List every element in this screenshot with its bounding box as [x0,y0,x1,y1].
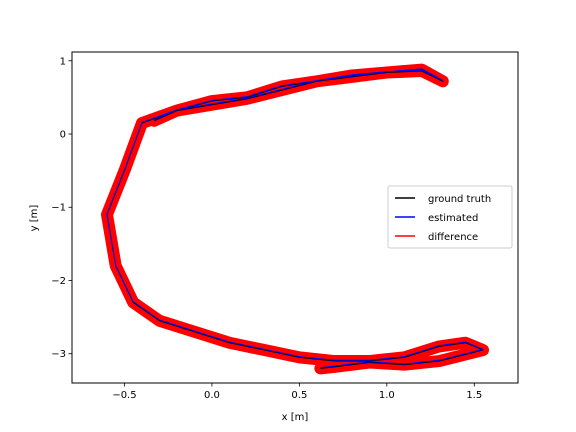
series-lines [106,68,484,369]
legend: ground truth estimated difference [387,185,513,249]
legend-box [387,185,513,249]
x-tick-label: 0.0 [204,390,220,401]
x-tick-label: 0.5 [291,390,307,401]
y-tick-label: 1 [60,56,66,67]
legend-label-estimated: estimated [428,213,478,224]
legend-label-difference: difference [428,232,478,243]
legend-label-ground-truth: ground truth [428,194,491,205]
x-tick-label: 1.5 [466,390,482,401]
y-axis-ticks: 1 0 −1 −2 −3 [51,56,72,360]
y-tick-label: −3 [51,349,66,360]
y-axis-label: y [m] [29,205,40,232]
plot-frame [71,51,519,384]
x-axis-ticks: −0.5 0.0 0.5 1.0 1.5 [112,383,482,401]
y-tick-label: −2 [51,276,66,287]
y-tick-label: 0 [60,130,66,141]
series-line-estimated [106,68,484,369]
x-axis-label: x [m] [282,412,309,423]
x-tick-label: 1.0 [379,390,395,401]
x-tick-label: −0.5 [112,390,136,401]
y-tick-label: −1 [51,203,66,214]
